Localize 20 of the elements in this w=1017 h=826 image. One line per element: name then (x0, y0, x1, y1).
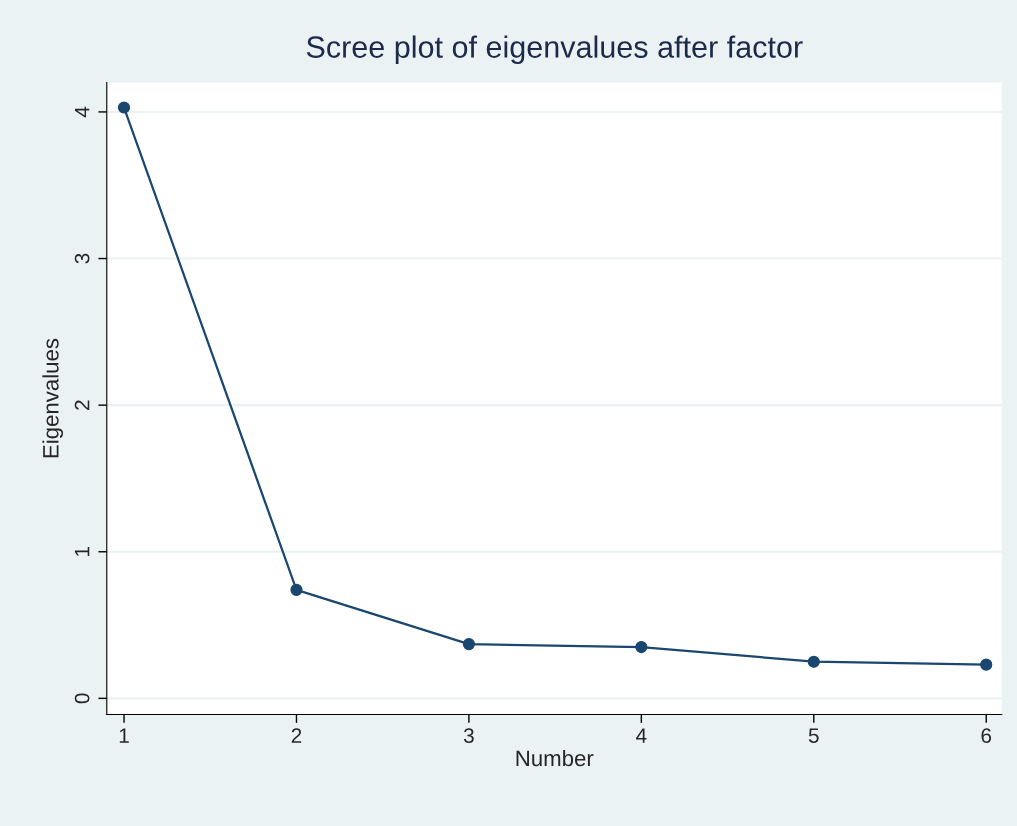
x-axis-title: Number (516, 749, 594, 767)
y-tick-label: 3 (74, 253, 90, 264)
point (290, 583, 303, 596)
x-tick-label: 4 (636, 728, 647, 743)
y-tick-label: 4 (74, 106, 90, 118)
x-tick-label: 3 (463, 728, 474, 743)
point (807, 655, 820, 668)
y-axis-title: Eigenvalues (42, 338, 64, 458)
point (117, 101, 131, 114)
point (462, 638, 475, 651)
point (635, 640, 648, 654)
x-tick-label: 1 (119, 728, 129, 743)
x-tick-label: 6 (981, 728, 992, 743)
y-tick-label: 0 (74, 693, 90, 704)
point (980, 658, 993, 671)
y-tick-label: 2 (74, 400, 90, 410)
x-tick-label: 5 (808, 728, 819, 743)
x-tick-label: 2 (291, 728, 302, 743)
chart-title: Scree plot of eigenvalues after factor (306, 35, 803, 64)
y-tick-label: 1 (74, 546, 90, 556)
